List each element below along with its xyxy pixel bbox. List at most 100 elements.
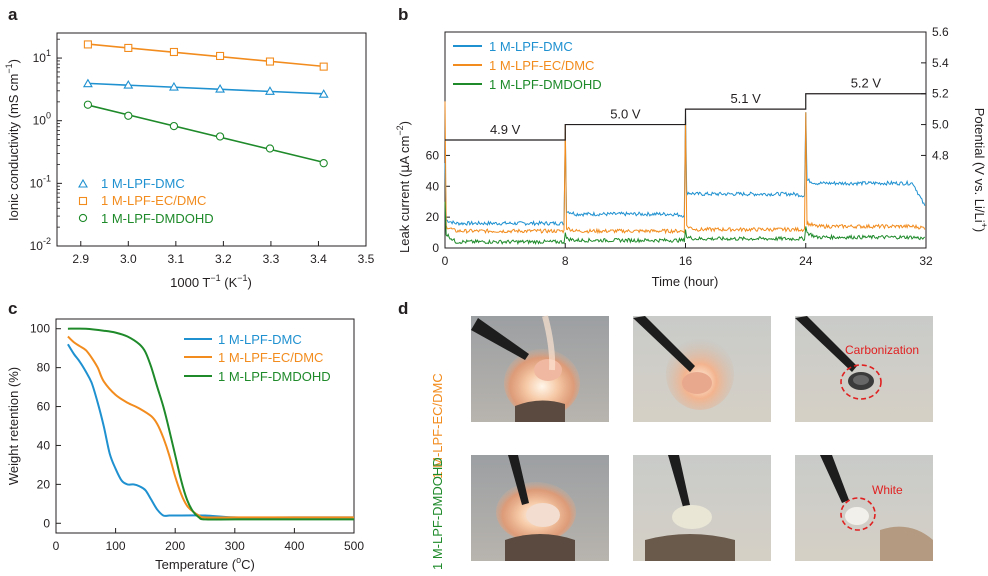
panel-a-ylabel: Ionic conductivity (mS cm−1) [4, 59, 21, 221]
x-tick-label: 500 [344, 539, 364, 553]
y-tick-label: 100 [30, 322, 50, 336]
data-point-ecdmc [83, 40, 92, 49]
highlight-circle [840, 364, 882, 400]
y-tick-label: 20 [37, 477, 51, 491]
panel-a-xlabel: 1000 T−1 (K−1) [170, 273, 252, 290]
data-point-ecdmc [216, 51, 225, 61]
x-tick-label: 16 [679, 254, 693, 268]
x-tick-label: 0 [53, 539, 60, 553]
y-tick-label-right: 5.0 [932, 118, 949, 132]
legend-label-dmc: 1 M-LPF-DMC [101, 176, 185, 191]
legend-label-dmc: 1 M-LPF-DMC [218, 332, 302, 347]
data-point-dmc [265, 86, 275, 95]
annotation-carbonization: Carbonization [845, 343, 919, 357]
data-point-dmc [168, 81, 179, 91]
panel-b-ticks: 0 8 16 24 32 0 20 40 60 4.8 5.0 5.2 5.4 5.6 [426, 25, 949, 268]
tweezers-icon [820, 455, 849, 503]
x-tick-label: 400 [284, 539, 304, 553]
panel-letter-b: b [398, 5, 408, 24]
y-tick-label-left: 20 [426, 210, 440, 224]
legend-item-dmdohd: 1 M-LPF-DMDOHD [78, 211, 214, 226]
series-line-dmc [67, 343, 354, 519]
legend-label-ecdmc: 1 M-LPF-EC/DMC [218, 350, 323, 365]
fit-line-dmc [87, 82, 324, 95]
x-tick-label: 24 [799, 254, 813, 268]
x-tick-label: 3.0 [120, 252, 137, 266]
data-point-dmdohd [169, 121, 179, 131]
tweezers-icon [633, 316, 695, 372]
y-tick-label: 100 [33, 111, 51, 128]
y-tick-label-right: 5.6 [932, 25, 949, 39]
panel-letter-d: d [398, 299, 408, 318]
tweezers-icon [795, 316, 857, 372]
data-point-dmdohd [124, 111, 133, 120]
panel-a-ticks: 2.9 3.0 3.1 3.2 3.3 3.4 3.5 10-2 10-1 100 101 [30, 38, 375, 266]
tweezers-icon [508, 455, 529, 505]
series-line-dmdohd [67, 327, 354, 521]
legend-item-dmc: 1 M-LPF-DMC [78, 176, 185, 191]
data-point-dmc [215, 83, 226, 93]
panel-b-chart: 0 8 16 24 32 0 20 40 60 4.8 5.0 5.2 5.4 5.6 4.9 V 5.0 … [395, 25, 988, 289]
y-tick-label-left: 40 [426, 179, 440, 193]
panel-b-xlabel: Time (hour) [652, 274, 719, 289]
y-tick-label-right: 4.8 [932, 148, 949, 162]
x-tick-label: 3.1 [168, 252, 185, 266]
data-point-dmc [318, 89, 329, 98]
x-tick-label: 3.2 [215, 252, 232, 266]
data-point-dmc [82, 78, 93, 88]
circle-marker-icon [78, 213, 88, 223]
legend-item-ecdmc: 1 M-LPF-EC/DMC [78, 193, 206, 208]
y-tick-label: 60 [37, 400, 51, 414]
y-tick-label: 101 [33, 48, 51, 65]
potential-step-label: 5.1 V [730, 91, 761, 106]
x-tick-label: 300 [225, 539, 245, 553]
highlight-circle [840, 497, 876, 531]
triangle-marker-icon [78, 178, 88, 188]
photo-dmdohd-extinguished [633, 455, 771, 561]
legend-label-ecdmc: 1 M-LPF-EC/DMC [489, 58, 594, 73]
photo-ecdmc-carbonized: Carbonization [795, 316, 933, 422]
legend-label-dmdohd: 1 M-LPF-DMDOHD [489, 77, 602, 92]
potential-step-label: 5.2 V [851, 76, 882, 91]
y-tick-label: 10-2 [30, 236, 51, 253]
fit-line-dmdohd [87, 104, 324, 164]
data-point-ecdmc [169, 47, 178, 57]
panel-c-ticks: 0 100 200 300 400 500 0 20 40 60 80 100 [30, 322, 364, 553]
panel-d-photos: 1 M-LPF-EC/DMC 1 M-LPF-DMDOHD Carbonizat… [430, 315, 933, 570]
panel-c-ylabel: Weight retention (%) [6, 367, 21, 485]
panel-a-chart: 2.9 3.0 3.1 3.2 3.3 3.4 3.5 10-2 10-1 100 101 1 M-… [4, 32, 375, 290]
panel-letter-a: a [8, 5, 18, 24]
tweezers-icon [471, 318, 529, 360]
data-point-dmdohd [83, 100, 93, 109]
annotation-white: White [872, 483, 903, 497]
data-point-dmdohd [319, 159, 328, 168]
photo-ecdmc-ignition [471, 315, 609, 422]
x-tick-label: 2.9 [72, 252, 89, 266]
panel-b-potential-steps: 4.9 V 5.0 V 5.1 V 5.2 V [445, 76, 926, 141]
data-point-ecdmc [319, 62, 328, 71]
panel-b-ylabel-left: Leak current (μA cm−2) [395, 121, 413, 253]
panel-b-series [444, 101, 926, 246]
panel-d-row-label-dmdohd: 1 M-LPF-DMDOHD [430, 457, 445, 570]
x-tick-label: 0 [442, 254, 449, 268]
data-point-ecdmc [265, 57, 275, 66]
series-line-ecdmc [67, 335, 354, 519]
data-point-ecdmc [124, 43, 133, 52]
data-point-dmc [123, 80, 134, 89]
panel-b-legend: 1 M-LPF-DMC 1 M-LPF-EC/DMC 1 M-LPF-DMDOH… [453, 39, 602, 92]
y-tick-label-left: 0 [432, 241, 439, 255]
panel-a-points [82, 40, 329, 168]
fit-line-ecdmc [87, 43, 324, 68]
series-line-ecdmc [444, 101, 926, 235]
legend-label-dmc: 1 M-LPF-DMC [489, 39, 573, 54]
square-marker-icon [78, 196, 88, 206]
panel-a-legend: 1 M-LPF-DMC 1 M-LPF-EC/DMC 1 M-LPF-DMDOH… [78, 176, 214, 226]
data-point-dmdohd [215, 132, 225, 141]
x-tick-label: 32 [919, 254, 933, 268]
series-line-dmdohd [444, 201, 926, 246]
x-tick-label: 100 [106, 539, 126, 553]
y-tick-label-right: 5.2 [932, 87, 949, 101]
x-tick-label: 3.3 [263, 252, 280, 266]
panel-c-legend: 1 M-LPF-DMC 1 M-LPF-EC/DMC 1 M-LPF-DMDOH… [184, 332, 331, 384]
